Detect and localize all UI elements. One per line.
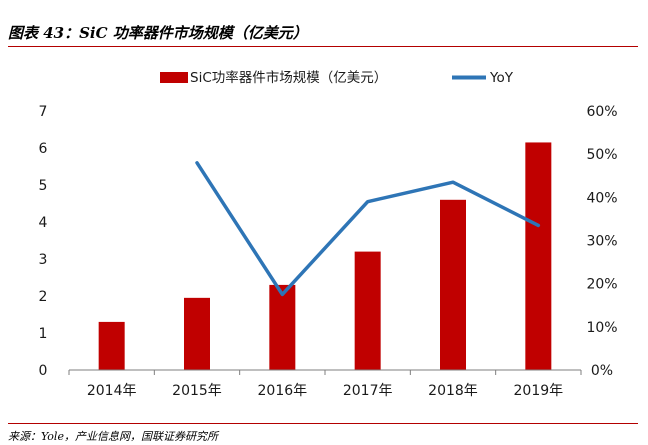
y-right-tick-label: 0% [591, 363, 613, 379]
y-left-tick-label: 1 [39, 326, 48, 342]
source-divider [8, 423, 638, 424]
x-tick-label: 2016年 [258, 383, 308, 399]
line-series [195, 161, 541, 297]
y-right-tick-label: 50% [586, 147, 617, 163]
y-right-tick-label: 10% [586, 320, 617, 336]
y-left-tick-label: 0 [39, 363, 48, 379]
legend: SiC功率器件市场规模（亿美元） YoY [160, 69, 514, 86]
y-left-tick-label: 4 [39, 215, 48, 231]
y-right-tick-label: 40% [586, 190, 617, 206]
figure-title: 图表 43：SiC 功率器件市场规模（亿美元） [8, 24, 308, 42]
y-left-tick-label: 7 [39, 104, 48, 120]
legend-line-label: YoY [489, 70, 514, 86]
bar-3 [354, 251, 381, 370]
axes: 2014年 2015年 2016年 2017年 2018年 2019年 0 1 2 3 4 5 6 7 0%… [39, 104, 618, 399]
bar-1 [184, 297, 210, 370]
bar-4 [440, 199, 466, 370]
bar-series [98, 142, 552, 370]
legend-bar-swatch [160, 72, 188, 83]
y-left-tick-label: 2 [39, 289, 48, 305]
x-tick-label: 2014年 [87, 383, 137, 399]
legend-bar-label: SiC功率器件市场规模（亿美元） [190, 69, 387, 86]
x-tick-label: 2017年 [343, 383, 393, 399]
y-left-tick-label: 6 [39, 141, 48, 157]
bar-5 [525, 142, 552, 370]
y-left-tick-label: 3 [39, 252, 48, 268]
y-right-tick-label: 20% [586, 277, 617, 293]
x-tick-label: 2018年 [428, 383, 478, 399]
y-right-tick-label: 60% [586, 104, 617, 120]
bar-2 [269, 284, 296, 370]
y-right-tick-label: 30% [586, 234, 617, 250]
title-divider [8, 46, 638, 47]
x-tick-label: 2015年 [172, 383, 222, 399]
y-left-tick-label: 5 [39, 178, 48, 194]
bar-0 [98, 321, 125, 370]
x-tick-label: 2019年 [514, 383, 564, 399]
source-note: 来源：Yole，产业信息网，国联证券研究所 [8, 430, 218, 443]
